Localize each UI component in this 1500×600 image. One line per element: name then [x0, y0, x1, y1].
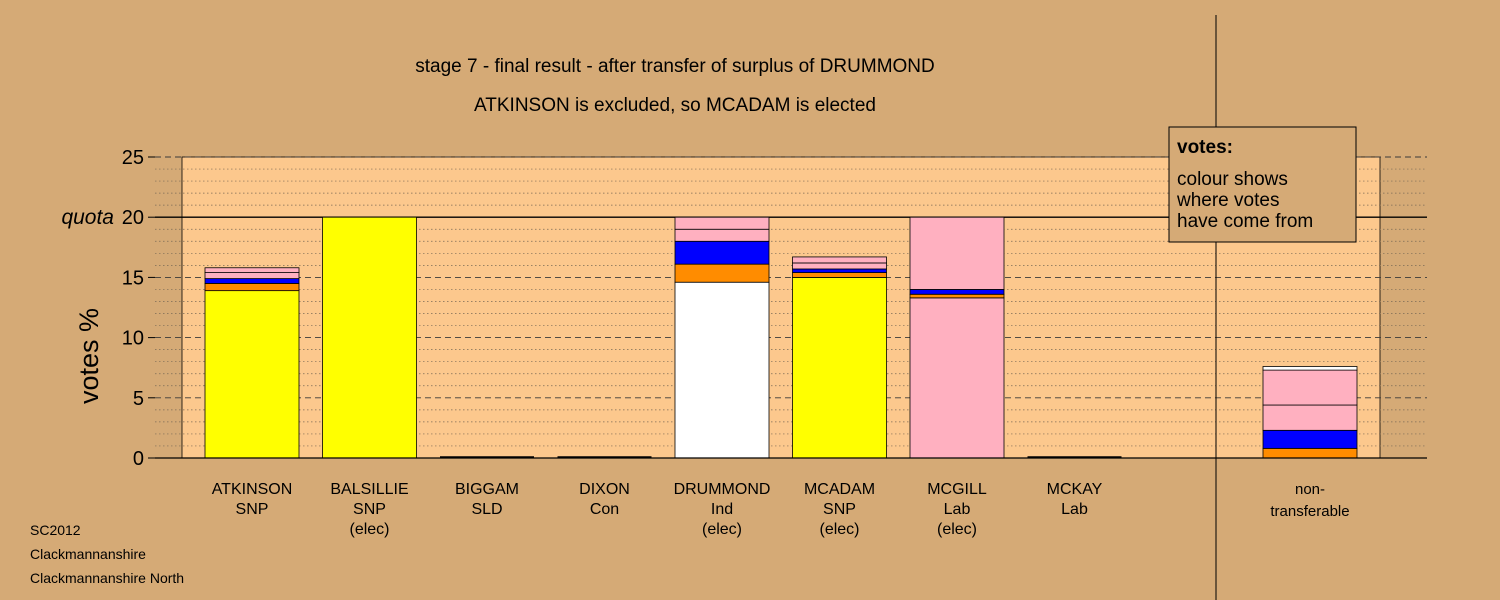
bar-mcgill-segment-lab [909, 216, 1005, 290]
bar-atkinson-segment-snp [204, 290, 300, 459]
bar-mcadam-segment-con [792, 268, 887, 273]
category-label: (elec) [937, 521, 977, 538]
footer-council: Clackmannanshire [30, 546, 146, 562]
category-label: SLD [471, 501, 502, 518]
legend-line-3: have come from [1177, 211, 1313, 232]
category-labels: ATKINSON SNP BALSILLIE SNP (elec) BIGGAM SLD DI… [212, 481, 1350, 538]
category-label: SNP [236, 501, 269, 518]
bar-nontransferable-segment-ind [1262, 366, 1358, 371]
bar-mcgill-segment-sld [909, 293, 1005, 299]
category-label: MCKAY [1047, 481, 1103, 498]
nontransferable-label: transferable [1270, 503, 1349, 520]
category-label: Lab [944, 501, 971, 518]
category-label: (elec) [819, 521, 859, 538]
legend: votes: colour shows where votes have com… [1168, 126, 1357, 243]
bar-drummond-segment-lab [674, 228, 770, 242]
legend-heading: votes: [1177, 137, 1233, 158]
bar-drummond-segment-con [674, 240, 770, 265]
y-tick-label: 10 [122, 328, 144, 350]
bar-mcgill-segment-con [909, 289, 1005, 295]
bars [204, 216, 1358, 459]
bar-balsillie-segment-snp [322, 216, 417, 459]
category-label: BALSILLIE [330, 481, 408, 498]
y-tick-label: 20 [122, 207, 144, 229]
legend-box [1168, 126, 1357, 243]
legend-line-2: where votes [1176, 190, 1279, 211]
category-label: Con [590, 501, 619, 518]
category-label: BIGGAM [455, 481, 519, 498]
bar-mcadam-segment-lab [792, 256, 887, 264]
category-label: MCADAM [804, 481, 875, 498]
bar-mcadam-segment-snp [792, 276, 887, 459]
bar-atkinson-segment-sld [204, 283, 300, 292]
category-label: DIXON [579, 481, 630, 498]
bar-drummond-segment-sld [674, 263, 770, 283]
y-tick-label: 5 [133, 388, 144, 410]
bar-nontransferable-segment-con [1262, 429, 1358, 449]
y-tick-label: 15 [122, 267, 144, 289]
quota-label: quota [61, 206, 114, 229]
bar-drummond-segment-lab [674, 216, 770, 230]
legend-line-1: colour shows [1177, 169, 1288, 190]
chart-title: stage 7 - final result - after transfer … [415, 56, 935, 77]
nontransferable-label: non- [1295, 481, 1325, 498]
bar-atkinson-segment-lab [204, 272, 300, 280]
bar-atkinson-segment-con [204, 278, 300, 284]
axes: 0 5 10 15 20 25 [122, 15, 1427, 600]
chart-subtitle: ATKINSON is excluded, so MCADAM is elect… [474, 95, 876, 116]
bar-drummond-segment-ind [674, 281, 770, 459]
y-axis-label: votes % [74, 308, 104, 404]
category-label: Lab [1061, 501, 1088, 518]
bar-mcadam-segment-lab [792, 262, 887, 270]
bar-nontransferable-segment-lab [1262, 404, 1358, 431]
category-label: MCGILL [927, 481, 987, 498]
footer-election: SC2012 [30, 522, 81, 538]
bar-nontransferable-segment-sld [1262, 447, 1358, 459]
category-label: Ind [711, 501, 733, 518]
category-label: ATKINSON [212, 481, 293, 498]
footer-ward: Clackmannanshire North [30, 570, 185, 586]
y-tick-label: 0 [133, 448, 144, 470]
category-label: SNP [823, 501, 856, 518]
category-label: SNP [353, 501, 386, 518]
category-label: (elec) [702, 521, 742, 538]
bar-nontransferable-segment-lab [1262, 369, 1358, 406]
category-label: (elec) [349, 521, 389, 538]
y-tick-label: 25 [122, 147, 144, 169]
bar-mcadam-segment-sld [792, 272, 887, 278]
bar-atkinson-segment-lab [204, 267, 300, 273]
category-label: DRUMMOND [674, 481, 771, 498]
bar-mcgill-segment-lab [909, 297, 1005, 459]
